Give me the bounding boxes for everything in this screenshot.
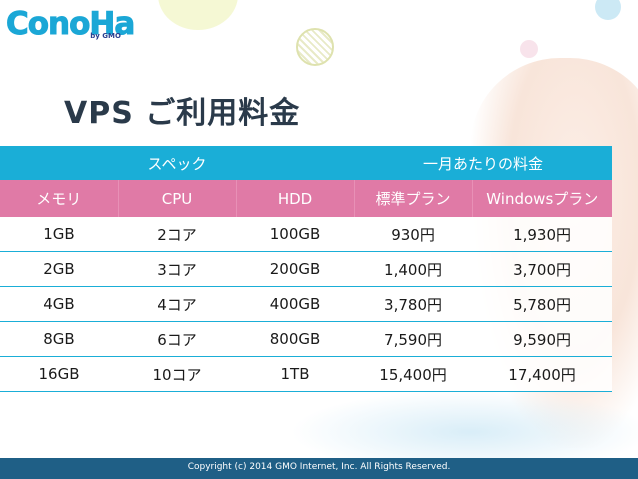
table-row: 16GB 10コア 1TB 15,400円 17,400円 <box>0 356 613 392</box>
cell-hdd: 1TB <box>236 356 355 392</box>
footer-bar: Copyright (c) 2014 GMO Internet, Inc. Al… <box>0 458 638 479</box>
table-row: 8GB 6コア 800GB 7,590円 9,590円 <box>0 321 613 357</box>
cell-hdd: 400GB <box>236 286 355 322</box>
splash-illustration <box>290 390 638 460</box>
page-title: VPS ご利用料金 <box>64 96 301 131</box>
group-header-monthly: 一月あたりの料金 <box>354 146 613 180</box>
cell-windows-price: 5,780円 <box>472 286 613 322</box>
conoha-logo: ConoHa by GMO <box>5 2 135 43</box>
cell-cpu: 4コア <box>118 286 236 322</box>
decorative-circle <box>158 0 238 30</box>
group-header-row: スペック 一月あたりの料金 <box>0 146 613 180</box>
cell-standard-price: 1,400円 <box>354 251 473 287</box>
cell-standard-price: 15,400円 <box>354 356 473 392</box>
cell-cpu: 6コア <box>118 321 236 357</box>
cell-memory: 2GB <box>0 251 118 287</box>
copyright-text: Copyright (c) 2014 GMO Internet, Inc. Al… <box>187 462 451 472</box>
cell-windows-price: 17,400円 <box>472 356 613 392</box>
cell-cpu: 10コア <box>118 356 236 392</box>
column-header-hdd: HDD <box>235 180 355 217</box>
cell-memory: 8GB <box>0 321 118 357</box>
cell-hdd: 100GB <box>236 217 355 252</box>
cell-windows-price: 1,930円 <box>472 217 613 252</box>
column-header-standard-plan: 標準プラン <box>353 180 473 217</box>
cell-standard-price: 3,780円 <box>354 286 473 322</box>
cell-memory: 16GB <box>0 356 118 392</box>
cell-memory: 1GB <box>0 217 118 252</box>
cell-windows-price: 9,590円 <box>472 321 613 357</box>
cell-standard-price: 7,590円 <box>354 321 473 357</box>
table-row: 1GB 2コア 100GB 930円 1,930円 <box>0 217 613 252</box>
column-header-row: メモリ CPU HDD 標準プラン Windowsプラン <box>0 180 613 217</box>
cell-hdd: 200GB <box>236 251 355 287</box>
column-header-windows-plan: Windowsプラン <box>471 180 613 217</box>
cell-cpu: 3コア <box>118 251 236 287</box>
table-row: 2GB 3コア 200GB 1,400円 3,700円 <box>0 251 613 287</box>
logo-wordmark: ConoHa <box>5 6 135 43</box>
column-header-memory: メモリ <box>0 180 118 217</box>
pricing-table: スペック 一月あたりの料金 メモリ CPU HDD 標準プラン Windowsプ… <box>0 146 613 392</box>
table-row: 4GB 4コア 400GB 3,780円 5,780円 <box>0 286 613 322</box>
cell-windows-price: 3,700円 <box>472 251 613 287</box>
cell-standard-price: 930円 <box>354 217 473 252</box>
column-header-cpu: CPU <box>117 180 236 217</box>
cell-cpu: 2コア <box>118 217 236 252</box>
logo-byline: by GMO <box>90 32 121 40</box>
group-header-spec: スペック <box>0 146 355 180</box>
decorative-circle <box>520 40 538 58</box>
decorative-circle-hatched <box>296 28 334 66</box>
decorative-circle <box>595 0 621 20</box>
cell-hdd: 800GB <box>236 321 355 357</box>
cell-memory: 4GB <box>0 286 118 322</box>
